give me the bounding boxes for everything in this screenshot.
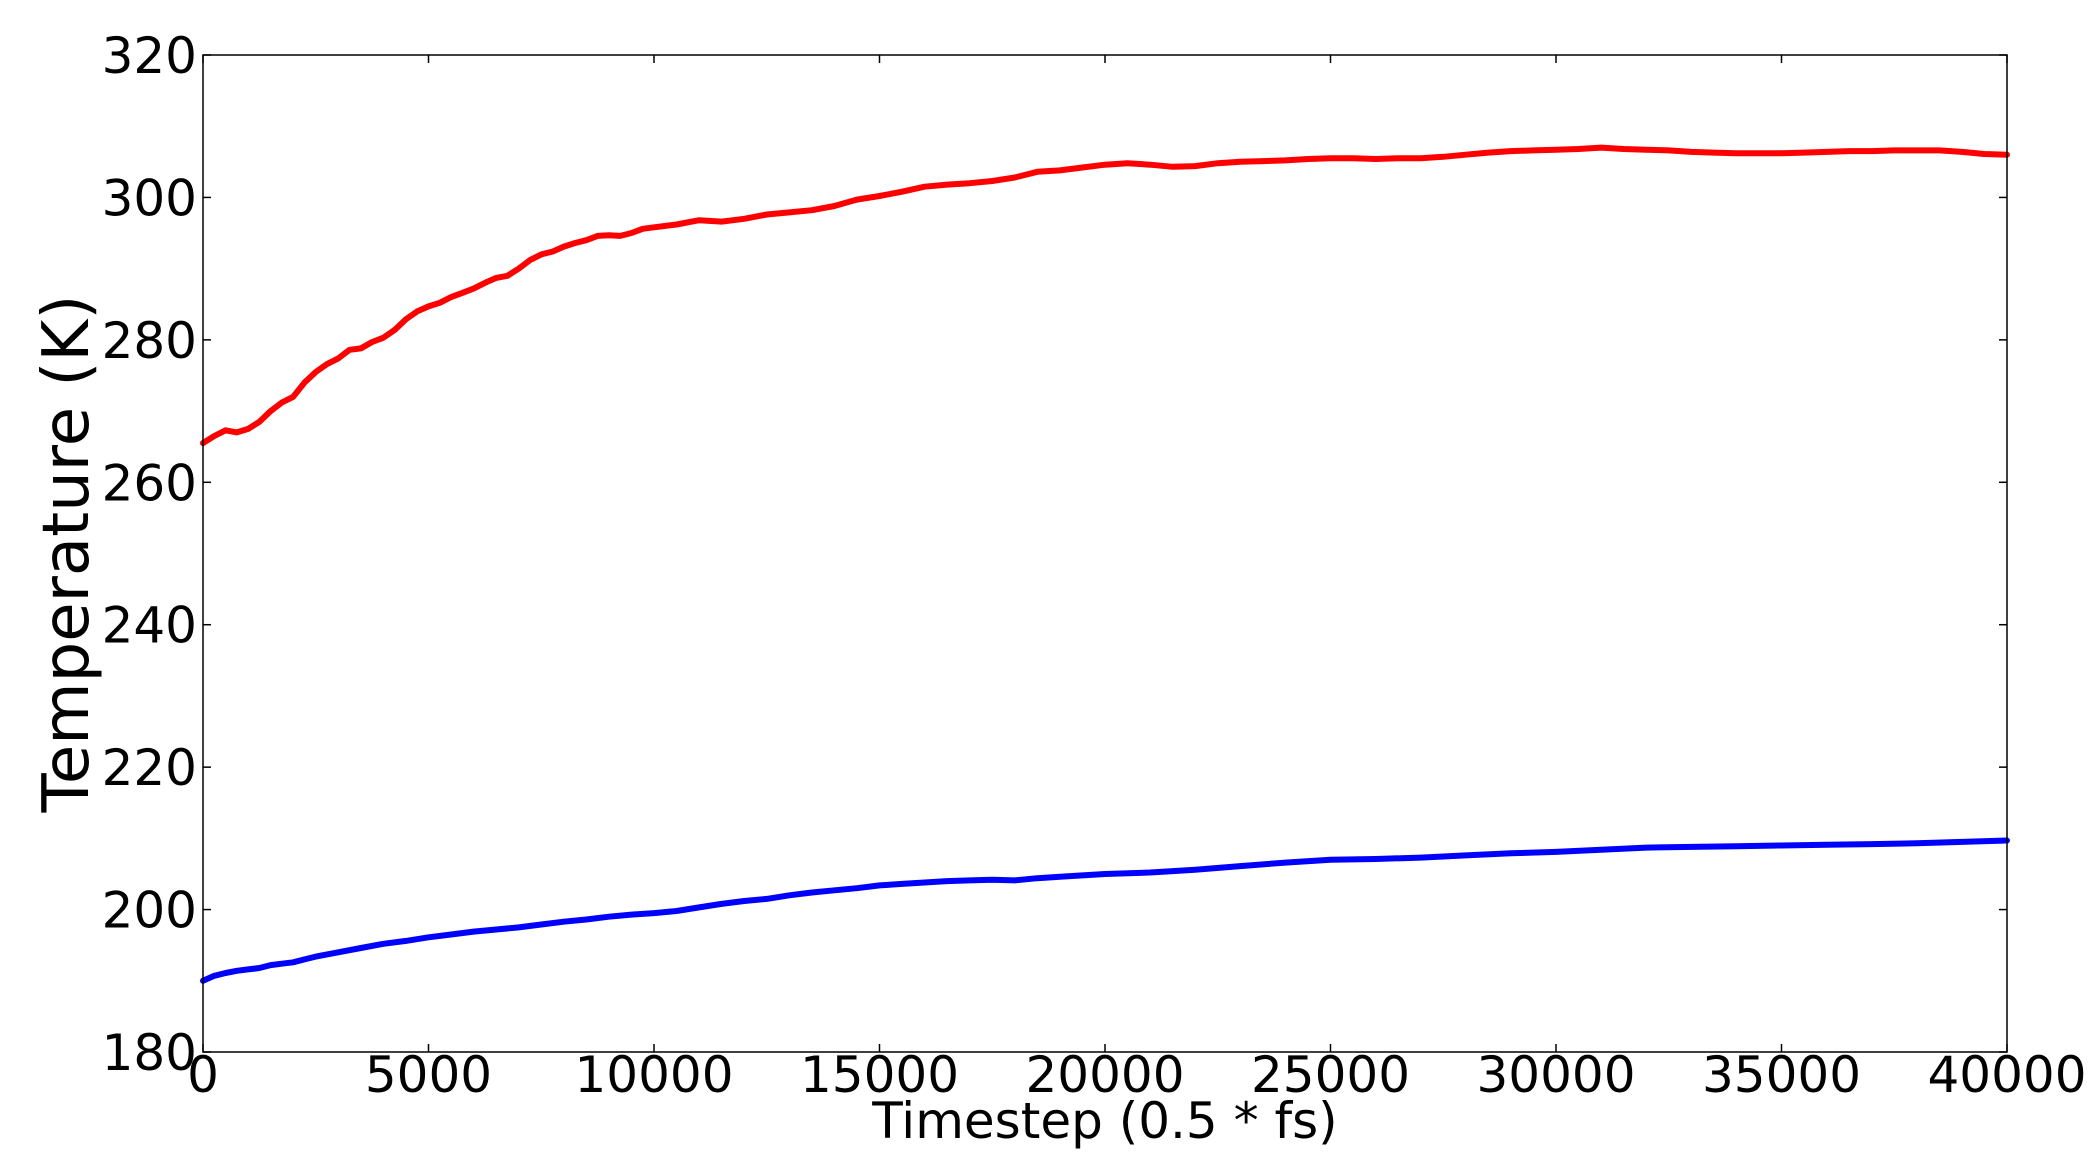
x-tick-label: 35000 (1702, 1046, 1861, 1104)
x-axis-label: Timestep (0.5 * fs) (871, 1092, 1337, 1150)
y-tick-label: 320 (102, 27, 197, 85)
x-tick-label: 40000 (1927, 1046, 2086, 1104)
series-layer (200, 144, 2010, 984)
y-tick-label: 300 (102, 169, 197, 227)
series-line-1 (200, 144, 2010, 447)
x-tick-label: 30000 (1476, 1046, 1635, 1104)
x-tick-label: 10000 (574, 1046, 733, 1104)
x-tick-label: 5000 (365, 1046, 492, 1104)
x-tick-label: 20000 (1025, 1046, 1184, 1104)
y-axis-label: Temperature (K) (30, 295, 104, 814)
y-tick-label: 220 (102, 739, 197, 797)
x-tick-label: 25000 (1251, 1046, 1410, 1104)
series-line-2 (200, 837, 2010, 984)
x-tick-label: 0 (187, 1046, 219, 1104)
y-tick-label: 280 (102, 312, 197, 370)
y-tick-label: 260 (102, 454, 197, 512)
ticks-layer: 0 5000 10000 15000 20000 25000 30000 35000 40000… (102, 27, 2087, 1104)
x-tick-label: 15000 (800, 1046, 959, 1104)
y-tick-label: 200 (102, 882, 197, 940)
y-tick-label: 180 (102, 1024, 197, 1082)
y-tick-label: 240 (102, 597, 197, 655)
plot-area-frame (202, 54, 2008, 1053)
